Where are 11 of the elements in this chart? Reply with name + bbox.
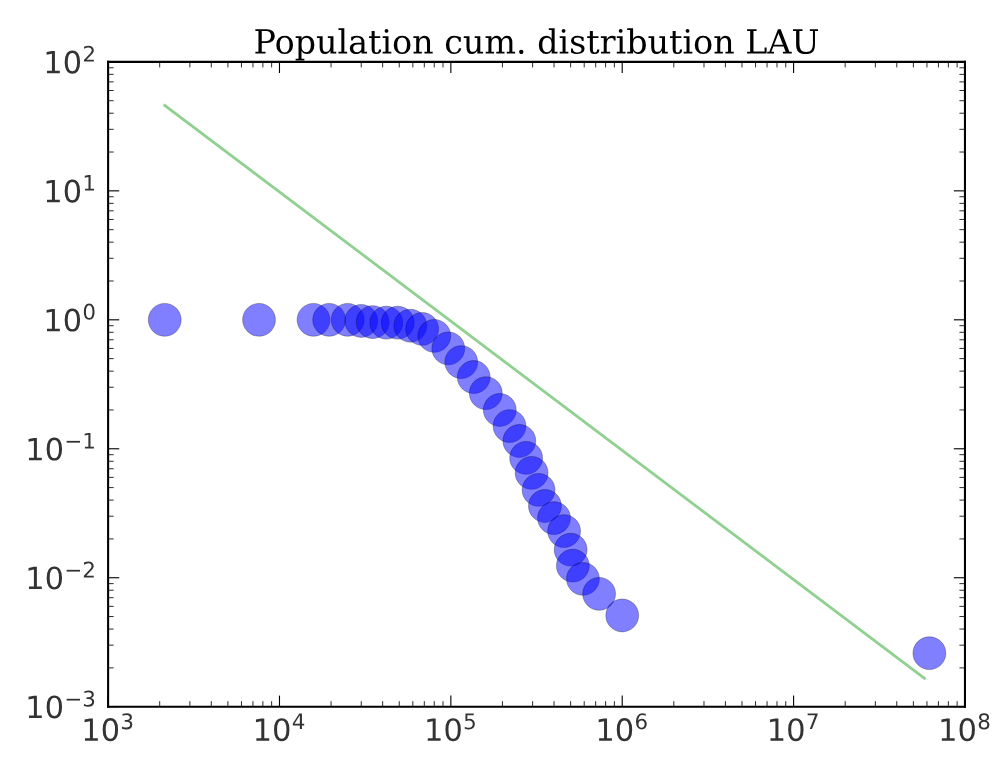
x-tick-label: 10$^{4}$ [255, 713, 305, 742]
y-tick-label: 10$^{2}$ [46, 45, 94, 74]
y-tick-label: 10$^{1}$ [46, 174, 95, 203]
chart-title: Population cum. distribution LAU [255, 28, 819, 61]
x-tick-label: 10$^{6}$ [598, 713, 647, 742]
y-tick-label: 10$^{−2}$ [28, 561, 94, 590]
x-tick-label: 10$^{5}$ [427, 713, 475, 742]
y-tick-label: 10$^{0}$ [46, 303, 95, 332]
y-tick-label: 10$^{−1}$ [28, 432, 94, 461]
x-tick-label: 10$^{8}$ [941, 713, 990, 742]
x-tick-label: 10$^{7}$ [770, 713, 818, 742]
